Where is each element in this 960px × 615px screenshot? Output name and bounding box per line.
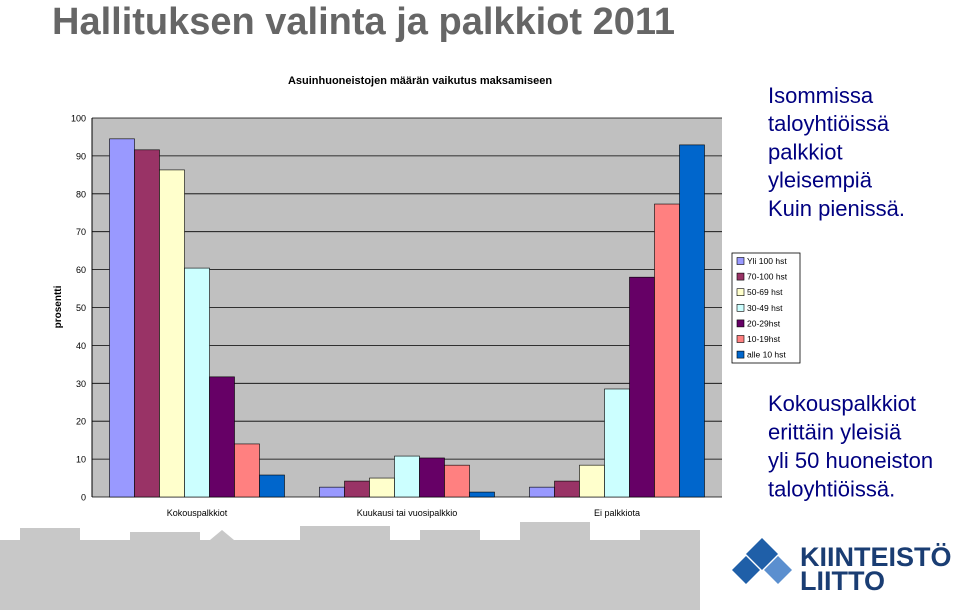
- bar: [134, 149, 160, 498]
- bar: [109, 138, 135, 498]
- legend-swatch: [736, 319, 745, 328]
- bar: [654, 203, 680, 498]
- bar: [394, 455, 420, 498]
- legend-swatch: [736, 335, 745, 343]
- logo-mark: [732, 538, 792, 584]
- bar: [629, 276, 655, 498]
- bar: [159, 169, 185, 498]
- y-tick-label: 80: [76, 189, 86, 199]
- bar: [679, 144, 705, 498]
- bar: [444, 464, 470, 498]
- legend-label: 70-100 hst: [747, 272, 788, 282]
- y-tick-label: 60: [76, 265, 86, 275]
- bar: [604, 388, 630, 498]
- legend-swatch: [736, 272, 745, 281]
- bar: [209, 376, 235, 498]
- legend-swatch: [736, 350, 745, 359]
- slide-title: Hallituksen valinta ja palkkiot 2011: [52, 1, 675, 43]
- bar: [344, 480, 370, 498]
- bar: [579, 464, 605, 498]
- legend-label: 50-69 hst: [747, 287, 783, 297]
- bar: [259, 474, 285, 498]
- y-tick-label: 0: [81, 493, 86, 503]
- bar: [419, 457, 445, 498]
- y-tick-label: 70: [76, 227, 86, 237]
- side-note: Isommissa: [768, 83, 874, 108]
- bar: [319, 486, 345, 498]
- y-tick-label: 100: [71, 114, 86, 124]
- logo-text: LIITTO: [800, 566, 885, 596]
- side-note: taloyhtiöissä.: [768, 477, 895, 502]
- y-tick-label: 40: [76, 341, 86, 351]
- y-tick-label: 10: [76, 455, 86, 465]
- y-tick-label: 50: [76, 303, 86, 313]
- y-tick-label: 20: [76, 417, 86, 427]
- side-note: taloyhtiöissä: [768, 111, 890, 136]
- chart-title: Asuinhuoneistojen määrän vaikutus maksam…: [288, 75, 552, 87]
- logo-text: KIINTEISTÖ: [800, 542, 952, 572]
- x-tick-label: Kuukausi tai vuosipalkkio: [357, 508, 458, 518]
- side-note: Kuin pienissä.: [768, 196, 905, 221]
- bar: [554, 480, 580, 498]
- x-tick-label: Kokouspalkkiot: [167, 508, 228, 518]
- side-note: Kokouspalkkiot: [768, 391, 916, 416]
- bar: [234, 443, 260, 498]
- bar: [369, 477, 395, 498]
- bar: [184, 267, 210, 498]
- city-silhouette: [0, 522, 700, 610]
- legend-swatch: [736, 288, 745, 297]
- side-note: yleisempiä: [768, 168, 873, 193]
- x-tick-label: Ei palkkiota: [594, 508, 640, 518]
- legend-swatch: [736, 303, 745, 312]
- legend-label: alle 10 hst: [747, 350, 786, 360]
- legend-label: Yli 100 hst: [747, 256, 787, 266]
- side-note: palkkiot: [768, 139, 843, 164]
- y-tick-label: 30: [76, 379, 86, 389]
- side-note: yli 50 huoneiston: [768, 448, 933, 473]
- legend-swatch: [736, 257, 745, 265]
- side-note: erittäin yleisiä: [768, 420, 902, 445]
- legend-label: 20-29hst: [747, 318, 781, 328]
- y-tick-label: 90: [76, 151, 86, 161]
- bar: [529, 486, 555, 498]
- bar: [469, 491, 495, 498]
- legend-label: 30-49 hst: [747, 303, 783, 313]
- y-axis-label: prosentti: [53, 285, 64, 328]
- legend-label: 10-19hst: [747, 334, 781, 344]
